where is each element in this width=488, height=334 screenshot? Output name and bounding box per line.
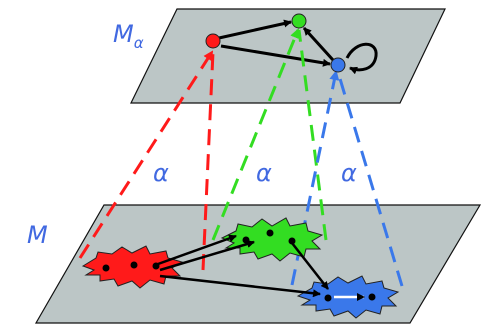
concrete-state [130,261,138,269]
abstract-node-blue [330,57,346,73]
map-line-red-left [78,50,214,259]
concrete-plane-label: M [27,221,48,249]
concrete-edge-red-green-1 [157,234,237,266]
concrete-state [324,294,332,302]
abstract-edge-red-blue [220,44,331,67]
concrete-state [152,262,160,270]
concrete-edge-red-green-2 [159,240,255,272]
abstract-node-red [205,33,221,49]
concrete-state [242,236,250,244]
concrete-state [288,237,296,245]
abstract-edge-blue-green [302,26,335,62]
mapping-label-green: α [256,159,272,187]
concrete-state [368,293,376,301]
concrete-edge-red-blue [159,274,321,298]
abstract-edge-red-green [218,19,292,40]
concrete-state [102,264,110,272]
abstract-node-green [291,13,307,29]
abstract-self-loop-blue [345,42,378,75]
concrete-edge-green-blue [291,242,329,290]
abstract-plane-label: Mα [113,20,144,52]
map-line-red-right [201,51,215,271]
mapping-label-red: α [153,159,169,187]
map-line-blue-right [336,71,404,287]
map-line-green-right [297,29,328,241]
mapping-label-blue: α [341,159,357,187]
concrete-state [266,229,274,237]
map-line-green-left [211,28,300,241]
